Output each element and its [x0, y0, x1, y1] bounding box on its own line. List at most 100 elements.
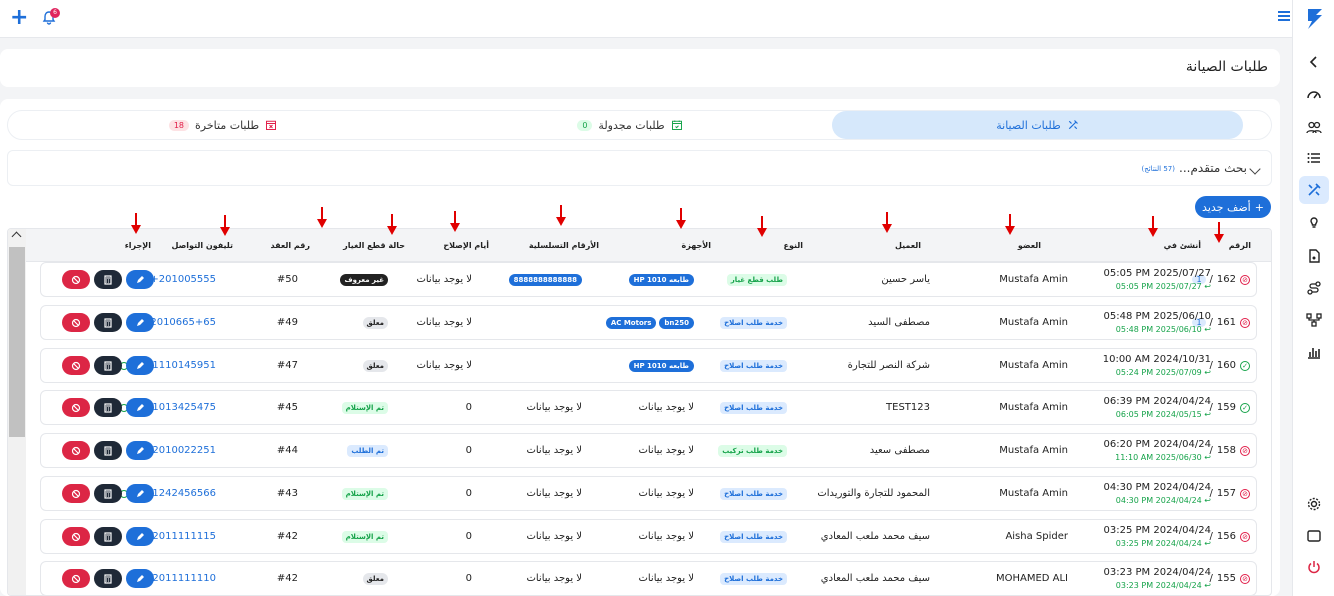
repair-days-cell: 0	[465, 573, 472, 584]
edit-button[interactable]	[126, 356, 154, 375]
client-cell: شركة النصر للتجارة	[847, 360, 930, 371]
advanced-search[interactable]: بحث متقدم... (57 النتائج)	[7, 150, 1272, 186]
table-row[interactable]: ✓ 159 / 06:39 PM 2024/04/24 06:05 PM 202…	[40, 390, 1257, 425]
plus-icon[interactable]: +	[10, 5, 29, 30]
tab-maintenance-requests[interactable]: طلبات الصيانة	[832, 111, 1243, 139]
type-cell: خدمة طلب اصلاح	[720, 391, 787, 424]
row-number[interactable]: ⊘ 157 /	[1210, 477, 1250, 510]
scroll-thumb[interactable]	[9, 247, 25, 437]
tools-icon[interactable]	[1299, 176, 1329, 204]
phone-number[interactable]: +201005555	[150, 274, 216, 285]
row-number[interactable]: ✓ 160 /	[1210, 349, 1250, 382]
row-number[interactable]: ⊘ 156 /	[1210, 520, 1250, 553]
route-icon[interactable]	[1299, 274, 1329, 302]
window-icon[interactable]	[1299, 522, 1329, 550]
phone-number[interactable]: +2011111110	[143, 573, 216, 584]
cancel-button[interactable]	[62, 484, 90, 503]
chevron-left-icon[interactable]	[1299, 48, 1329, 76]
calculator-button[interactable]	[94, 356, 122, 375]
phone-number[interactable]: +2011111115	[143, 531, 216, 542]
table-row[interactable]: ✓ 160 / 10:00 AM 2024/10/31 05:24 PM 202…	[40, 348, 1257, 383]
cancel-button[interactable]	[62, 270, 90, 289]
serials-empty: لا يوجد بيانات	[526, 573, 582, 584]
edit-button[interactable]	[126, 527, 154, 546]
phone-number[interactable]: +201013425475	[131, 402, 216, 413]
created-cell: 05:48 PM 2025/06/10 05:48 PM 2025/06/10 …	[1104, 306, 1211, 339]
row-number[interactable]: ⊘ 155 /	[1210, 562, 1250, 595]
row-number[interactable]: ⊘ 162 / 1	[1192, 263, 1250, 296]
request-id: 159	[1216, 402, 1236, 413]
device-pill: AC Motors	[605, 316, 657, 329]
bar-chart-icon[interactable]	[1299, 338, 1329, 366]
tab-late-requests[interactable]: طلبات متاخرة 18	[18, 111, 428, 139]
calculator-button[interactable]	[94, 527, 122, 546]
devices-empty: لا يوجد بيانات	[638, 531, 694, 542]
cancel-button[interactable]	[62, 569, 90, 588]
add-new-button[interactable]: + أضف جديد	[1195, 196, 1271, 218]
list-icon[interactable]	[1299, 144, 1329, 172]
dashboard-icon[interactable]	[1299, 81, 1329, 109]
calculator-button[interactable]	[94, 270, 122, 289]
chevron-down-icon[interactable]	[1249, 163, 1261, 175]
col-parts-status: حالة قطع الغيار	[343, 241, 405, 250]
separator: /	[1209, 360, 1213, 371]
calculator-button[interactable]	[94, 569, 122, 588]
devices-empty: لا يوجد بيانات	[638, 488, 694, 499]
phone-number[interactable]: +201110145951	[131, 360, 216, 371]
table-row[interactable]: ⊘ 157 / 04:30 PM 2024/04/24 04:30 PM 202…	[40, 476, 1257, 511]
cancel-button[interactable]	[62, 441, 90, 460]
phone-number[interactable]: +201242456566	[131, 488, 216, 499]
edit-button[interactable]	[126, 270, 154, 289]
calculator-button[interactable]	[94, 398, 122, 417]
edit-button[interactable]	[126, 569, 154, 588]
table-row[interactable]: ⊘ 156 / 03:25 PM 2024/04/24 03:25 PM 202…	[40, 519, 1257, 554]
row-number[interactable]: ✓ 159 /	[1210, 391, 1250, 424]
cancel-icon	[71, 532, 81, 541]
tab-scheduled-requests[interactable]: طلبات مجدولة 0	[428, 111, 832, 139]
table-row[interactable]: ⊘ 155 / 03:23 PM 2024/04/24 03:23 PM 202…	[40, 561, 1257, 595]
edit-button[interactable]	[126, 313, 154, 332]
row-number[interactable]: ⊘ 158 /	[1210, 434, 1250, 467]
repair-days-cell: لا يوجد بيانات	[416, 317, 472, 328]
calendar-x-icon	[266, 120, 277, 130]
repair-days-cell: 0	[465, 531, 472, 542]
cancel-button[interactable]	[62, 356, 90, 375]
cancel-button[interactable]	[62, 527, 90, 546]
sidebar	[1292, 0, 1334, 596]
document-icon[interactable]	[1299, 242, 1329, 270]
scrollbar[interactable]	[8, 229, 26, 595]
add-new-label: أضف جديد	[1202, 200, 1251, 214]
created-date: 03:23 PM 2024/04/24	[1103, 566, 1211, 578]
contract-cell: #42	[276, 573, 298, 584]
settings-icon[interactable]	[1299, 490, 1329, 518]
cancel-button[interactable]	[62, 398, 90, 417]
calculator-button[interactable]	[94, 484, 122, 503]
type-cell: خدمة طلب اصلاح	[720, 562, 787, 595]
plus-icon: +	[1254, 200, 1264, 214]
phone-number[interactable]: +2010665+65	[141, 317, 216, 328]
table-row[interactable]: ⊘ 162 / 1 05:05 PM 2025/07/27 05:05 PM 2…	[40, 262, 1257, 297]
created-date: 10:00 AM 2024/10/31	[1102, 353, 1211, 365]
devices-cell: لا يوجد بيانات	[638, 477, 694, 510]
users-icon[interactable]	[1299, 113, 1329, 141]
hamburger-icon[interactable]	[1278, 11, 1290, 23]
phone-number[interactable]: +2010022251	[143, 445, 216, 456]
tab-count-badge: 18	[168, 119, 190, 131]
cancel-button[interactable]	[62, 313, 90, 332]
lightbulb-icon[interactable]	[1299, 208, 1329, 236]
separator: /	[1209, 317, 1213, 328]
edit-button[interactable]	[126, 484, 154, 503]
network-icon[interactable]	[1299, 306, 1329, 334]
edit-button[interactable]	[126, 398, 154, 417]
count-badge: 1	[1192, 318, 1206, 327]
power-icon[interactable]	[1299, 553, 1329, 581]
edit-button[interactable]	[126, 441, 154, 460]
row-number[interactable]: ⊘ 161 / 1	[1192, 306, 1250, 339]
calculator-button[interactable]	[94, 313, 122, 332]
scroll-up-icon[interactable]	[11, 231, 22, 242]
table-row[interactable]: ⊘ 161 / 1 05:48 PM 2025/06/10 05:48 PM 2…	[40, 305, 1257, 340]
table-row[interactable]: ⊘ 158 / 06:20 PM 2024/04/24 11:10 AM 202…	[40, 433, 1257, 468]
calculator-button[interactable]	[94, 441, 122, 460]
type-pill: خدمة طلب تركيب	[718, 444, 787, 457]
check-status-icon: ✓	[1240, 402, 1250, 413]
